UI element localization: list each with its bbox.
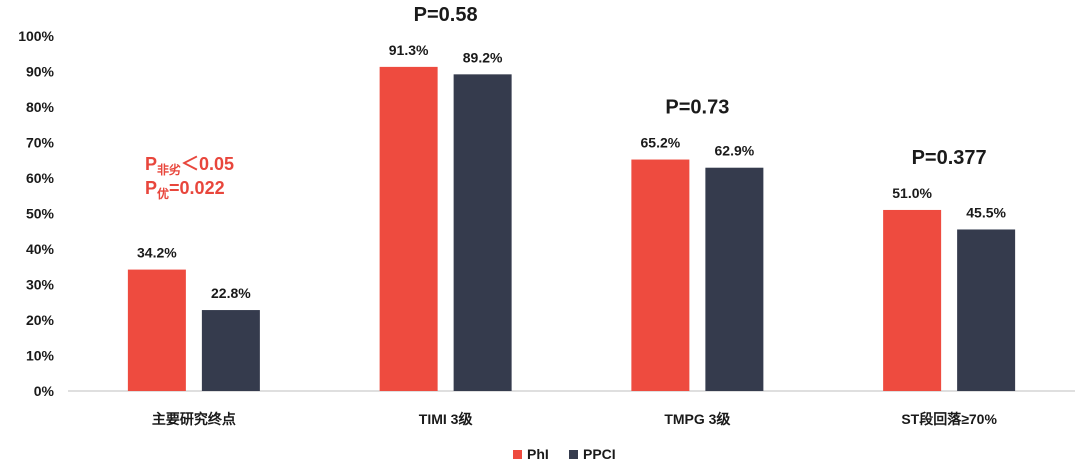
bar-phi xyxy=(379,66,438,391)
bar-ppci xyxy=(453,74,512,391)
p-noninf-main: P xyxy=(145,154,157,174)
data-label: 89.2% xyxy=(463,49,503,65)
p-value-label: P=0.58 xyxy=(414,4,478,26)
y-tick-label: 80% xyxy=(26,99,55,115)
category-label: TIMI 3级 xyxy=(419,411,474,427)
y-tick-label: 100% xyxy=(18,28,54,44)
data-labels: 34.2% 22.8% 91.3% 89.2% 65.2% 62.9% 51.0% 45.5% xyxy=(137,42,1006,301)
data-label: 65.2% xyxy=(641,135,681,151)
p-sup-rest: =0.022 xyxy=(169,178,225,198)
data-label: 45.5% xyxy=(966,204,1006,220)
y-axis: 0% 10% 20% 30% 40% 50% 60% 70% 80% 90% 100% xyxy=(18,28,54,399)
data-label: 22.8% xyxy=(211,285,251,301)
y-tick-label: 10% xyxy=(26,348,55,364)
category-label: ST段回落≥70% xyxy=(901,411,997,427)
p-superiority-note: P优=0.022 xyxy=(145,178,225,201)
y-tick-label: 30% xyxy=(26,277,55,293)
legend-label-ppci: PPCI xyxy=(583,446,616,462)
data-label: 34.2% xyxy=(137,245,177,261)
p-value-label: P=0.73 xyxy=(665,97,729,119)
category-labels: 主要研究终点 TIMI 3级 TMPG 3级 ST段回落≥70% xyxy=(152,411,998,427)
bar-ppci xyxy=(201,310,260,391)
p-noninf-sub: 非劣 xyxy=(157,162,181,177)
p-sup-main: P xyxy=(145,178,157,198)
category-label: TMPG 3级 xyxy=(664,411,731,427)
y-tick-label: 20% xyxy=(26,312,55,328)
p-noninferiority-note: P非劣＜0.05 xyxy=(145,154,234,177)
data-label: 62.9% xyxy=(715,143,755,159)
p-noninf-rest: ＜0.05 xyxy=(181,154,234,174)
bar-phi xyxy=(631,159,690,391)
bar-ppci xyxy=(705,167,764,391)
data-label: 91.3% xyxy=(389,42,429,58)
category-label: 主要研究终点 xyxy=(152,411,236,427)
p-value-annotations: P=0.58 P=0.73 P=0.377 xyxy=(414,4,987,169)
legend-label-phi: PhI xyxy=(527,446,549,462)
bar-phi xyxy=(883,209,942,391)
data-label: 51.0% xyxy=(892,185,932,201)
legend: PhI PPCI xyxy=(513,446,616,462)
p-sup-sub: 优 xyxy=(157,186,169,201)
bar-ppci xyxy=(957,229,1016,391)
legend-swatch-phi xyxy=(513,450,522,459)
legend-swatch-ppci xyxy=(569,450,578,459)
y-tick-label: 60% xyxy=(26,170,55,186)
bar-phi xyxy=(127,269,186,391)
y-tick-label: 90% xyxy=(26,64,55,80)
y-tick-label: 50% xyxy=(26,206,55,222)
y-tick-label: 0% xyxy=(34,383,55,399)
bars xyxy=(127,66,1016,391)
first-group-annotation: P非劣＜0.05 P优=0.022 xyxy=(145,154,234,201)
y-tick-label: 70% xyxy=(26,135,55,151)
p-value-label: P=0.377 xyxy=(912,147,987,169)
y-tick-label: 40% xyxy=(26,241,55,257)
